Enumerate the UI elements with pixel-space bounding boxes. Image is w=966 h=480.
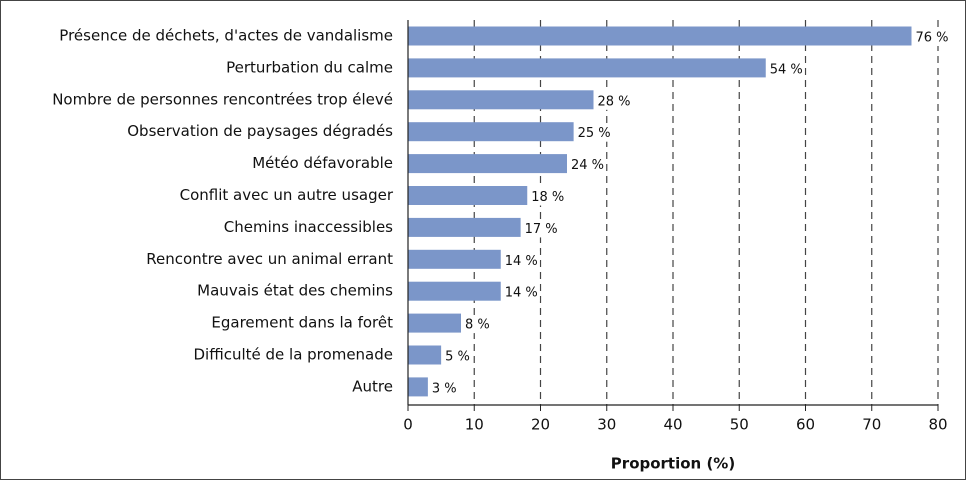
value-label: 17 %: [525, 222, 558, 237]
bar: [408, 90, 594, 110]
bar: [408, 154, 567, 174]
y-tick-label: Nombre de personnes rencontrées trop éle…: [52, 90, 393, 108]
x-tick-label: 80: [928, 416, 947, 434]
value-label-bg: [530, 187, 567, 206]
y-tick-label: Météo défavorable: [252, 154, 393, 172]
y-tick-label: Perturbation du calme: [226, 58, 393, 76]
value-label: 14 %: [505, 254, 538, 269]
value-label: 54 %: [770, 62, 803, 77]
x-tick-label: 50: [730, 416, 749, 434]
x-tick-label: 40: [663, 416, 682, 434]
value-label: 76 %: [916, 31, 949, 46]
value-label: 28 %: [598, 94, 631, 109]
value-label: 14 %: [505, 286, 538, 301]
value-label-bg: [523, 219, 560, 238]
y-tick-label: Egarement dans la forêt: [211, 314, 393, 332]
value-label-bg: [768, 59, 805, 78]
y-tick-label: Difficulté de la promenade: [194, 346, 394, 364]
value-label: 25 %: [578, 126, 611, 141]
value-label: 24 %: [571, 158, 604, 173]
y-tick-label: Mauvais état des chemins: [197, 282, 393, 300]
bar: [408, 58, 766, 78]
value-label-bg: [430, 378, 459, 397]
value-label-bg: [503, 283, 540, 302]
y-tick-label: Chemins inaccessibles: [224, 218, 393, 236]
x-axis-title: Proportion (%): [611, 455, 735, 473]
value-label-bg: [444, 347, 472, 365]
value-label-bg: [464, 315, 492, 334]
value-label: 8 %: [465, 318, 490, 333]
value-label: 3 %: [432, 381, 457, 396]
y-tick-label: Observation de paysages dégradés: [127, 122, 393, 140]
bar: [408, 122, 574, 142]
bar: [408, 345, 442, 365]
value-label: 5 %: [445, 350, 470, 365]
bar: [408, 377, 428, 397]
bar: [408, 281, 501, 301]
x-tick-label: 10: [465, 416, 484, 434]
x-tick-label: 0: [403, 416, 413, 434]
bar: [408, 217, 521, 237]
bar: [408, 186, 528, 205]
y-tick-label: Rencontre avec un animal errant: [146, 250, 393, 268]
bar: [408, 249, 501, 269]
x-tick-label: 60: [796, 416, 815, 434]
x-tick-label: 20: [531, 416, 550, 434]
y-tick-label: Autre: [352, 377, 393, 395]
y-tick-label: Présence de déchets, d'actes de vandalis…: [59, 27, 393, 45]
value-label-bg: [596, 91, 633, 110]
value-label-bg: [503, 251, 540, 270]
bar: [408, 26, 912, 46]
value-label-bg: [914, 28, 951, 46]
y-tick-label: Conflit avec un autre usager: [180, 186, 394, 204]
value-label-bg: [576, 123, 613, 142]
x-tick-label: 70: [862, 416, 881, 434]
value-label: 18 %: [531, 190, 564, 205]
bar: [408, 313, 461, 333]
x-tick-label: 30: [597, 416, 616, 434]
value-label-bg: [570, 155, 607, 174]
